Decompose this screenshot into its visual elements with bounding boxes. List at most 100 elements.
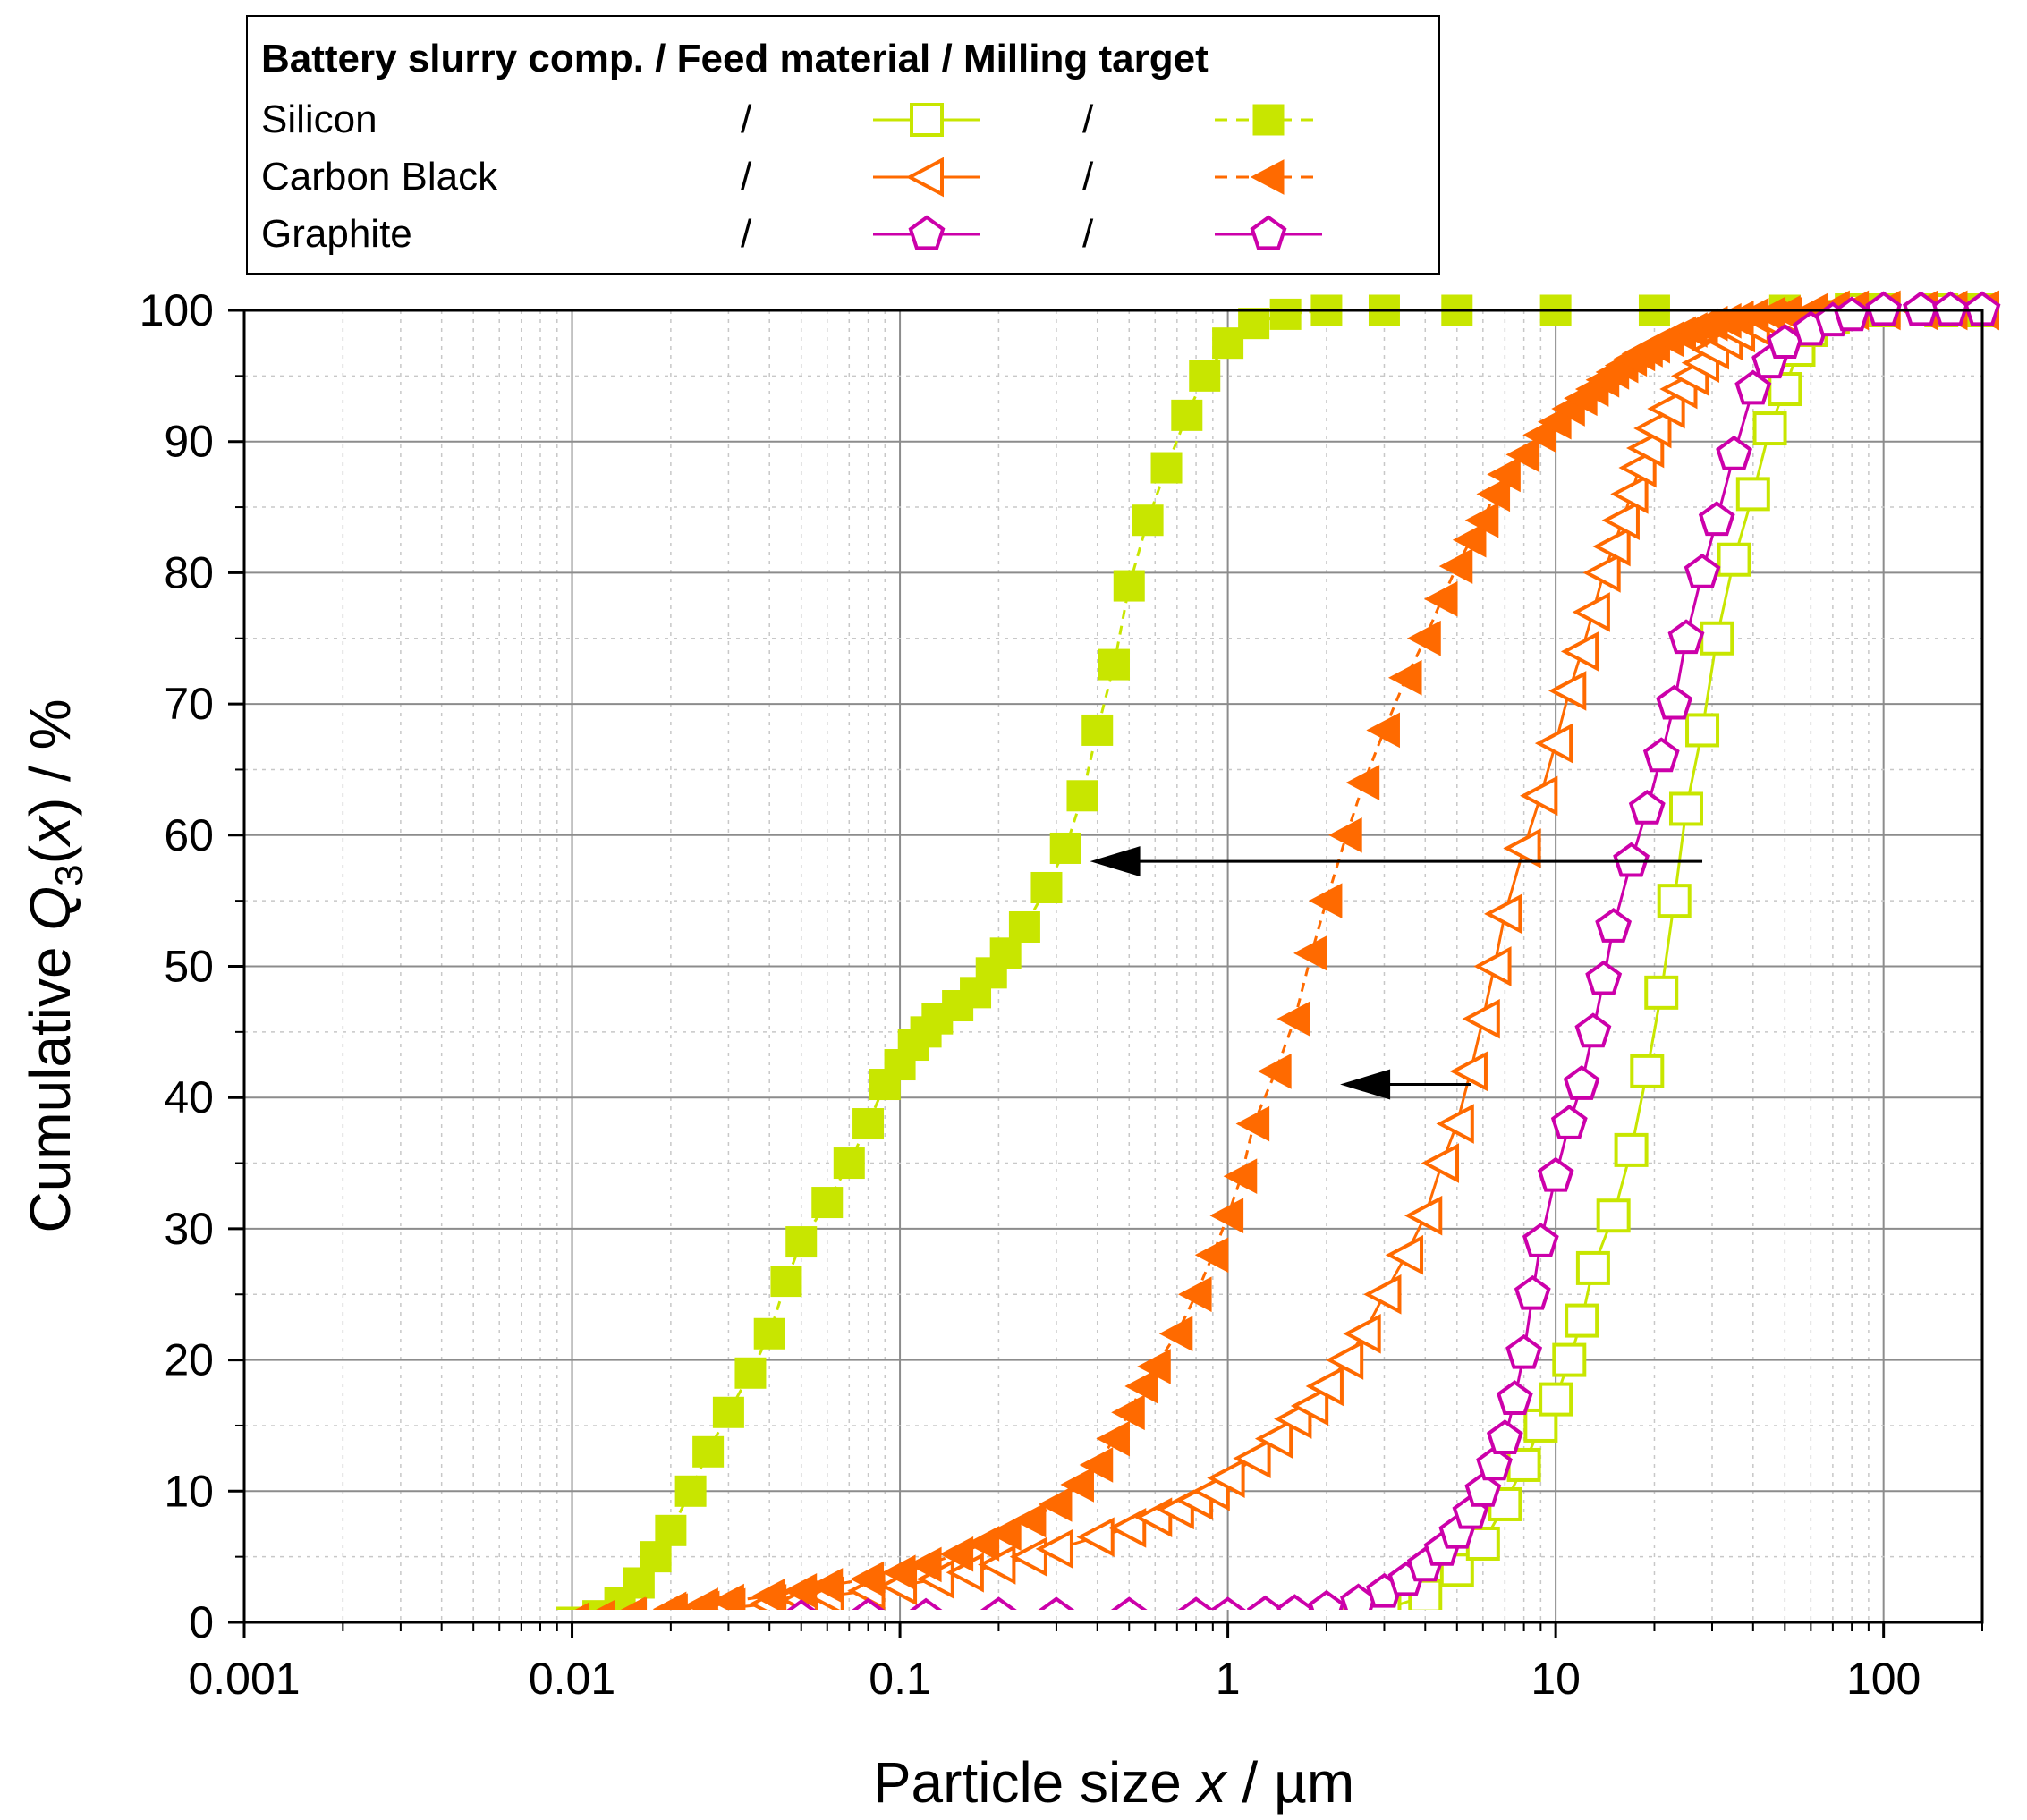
y-axis-title-q: Q (18, 886, 82, 931)
y-axis-title: Cumulative Q3(x) / % (18, 698, 91, 1232)
x-axis-title-unit: / µm (1226, 1750, 1355, 1815)
data-point-carbon-black-milling-target (1111, 1394, 1145, 1431)
data-point-silicon-milling-target (674, 1475, 707, 1507)
legend-sample-graphite-target (1215, 215, 1322, 250)
data-point-carbon-black-feed-material (1343, 1313, 1381, 1354)
data-point-silicon-feed-material (1614, 1132, 1649, 1167)
data-point-carbon-black-milling-target (596, 1600, 615, 1610)
data-point-silicon-milling-target (1081, 714, 1114, 746)
y-tick-label: 90 (164, 417, 214, 467)
data-point-graphite-feed-material (1698, 501, 1735, 537)
data-point-carbon-black-milling-target (1038, 1486, 1073, 1522)
arrow-head (1090, 846, 1141, 877)
data-point-carbon-black-feed-material (1363, 1274, 1402, 1315)
data-point-graphite-feed-material (1486, 1419, 1523, 1454)
data-point-carbon-black-feed-material (1610, 474, 1649, 514)
data-point-carbon-black-feed-material (1107, 1508, 1147, 1548)
legend-sample-silicon-target (1215, 104, 1322, 136)
data-point-carbon-black-milling-target (1476, 476, 1511, 512)
data-point-silicon-milling-target (1171, 399, 1203, 431)
legend-separator-graphite-1: / (741, 212, 752, 256)
y-axis-title-open-paren: ( (18, 845, 82, 864)
axis-tick-labels: 0.001 0.01 0.1 1 10 100 0 10 20 30 40 50 60 70 80 90 100 (140, 285, 1921, 1704)
data-point-carbon-black-milling-target (1194, 1237, 1229, 1274)
data-point-graphite-feed-material (909, 1597, 943, 1610)
data-point-silicon-feed-material (1717, 542, 1751, 577)
series-layer (556, 290, 2001, 1610)
data-point-carbon-black-feed-material (1572, 592, 1610, 632)
data-point-carbon-black-milling-target (710, 1583, 744, 1610)
legend-sample-marker (1250, 159, 1285, 195)
legend-label-carbon-black: Carbon Black (261, 155, 498, 199)
data-point-silicon-milling-target (640, 1541, 672, 1573)
data-point-silicon-feed-material (1506, 1447, 1541, 1482)
data-point-carbon-black-milling-target (988, 1515, 1022, 1552)
data-point-silicon-milling-target (1132, 504, 1164, 537)
data-point-carbon-black-milling-target (965, 1526, 1000, 1562)
data-point-graphite-feed-material (1514, 1274, 1551, 1310)
data-point-silicon-milling-target (1030, 871, 1063, 903)
data-point-silicon-milling-target (1113, 570, 1145, 602)
y-tick-label: 80 (164, 547, 214, 597)
y-axis-title-subscript: 3 (47, 864, 91, 885)
data-point-graphite-feed-material (786, 1599, 817, 1610)
arrow-head (1340, 1069, 1391, 1100)
data-point-carbon-black-feed-material (1582, 553, 1621, 593)
annotation-arrow (1090, 846, 1703, 877)
data-point-carbon-black-milling-target (809, 1568, 844, 1604)
data-point-carbon-black-feed-material (1560, 631, 1599, 672)
y-axis-title-variable: x (18, 815, 82, 848)
data-point-graphite-feed-material (1734, 369, 1772, 405)
plot-frame (242, 309, 1984, 1624)
data-point-silicon-milling-target (712, 1396, 744, 1428)
data-point-carbon-black-milling-target (1158, 1316, 1193, 1352)
data-point-silicon-milling-target (655, 1514, 687, 1546)
legend-separator-silicon-2: / (1082, 97, 1094, 141)
data-point-carbon-black-milling-target (1235, 1105, 1270, 1142)
data-point-graphite-feed-material (1932, 291, 1969, 326)
data-point-graphite-feed-material (1505, 1333, 1543, 1369)
data-point-silicon-feed-material (1596, 1198, 1631, 1233)
legend-sample-marker (1252, 104, 1285, 136)
data-point-silicon-milling-target (1150, 452, 1183, 484)
data-point-carbon-black-feed-material (1254, 1418, 1293, 1459)
data-point-silicon-feed-material (1768, 372, 1802, 407)
data-point-carbon-black-milling-target (783, 1572, 818, 1609)
data-point-silicon-feed-material (1630, 1054, 1665, 1088)
data-point-graphite-feed-material (1716, 435, 1752, 470)
x-tick-label: 0.001 (188, 1654, 300, 1704)
data-point-silicon-milling-target (1008, 910, 1040, 943)
data-point-silicon-milling-target (770, 1266, 802, 1298)
data-point-carbon-black-milling-target (1293, 935, 1327, 971)
legend-header: Battery slurry comp. / Feed material / M… (261, 37, 1209, 80)
data-point-graphite-feed-material (1574, 1012, 1612, 1048)
data-point-carbon-black-feed-material (1618, 447, 1657, 488)
series-graphite-feed-material (786, 291, 2001, 1610)
data-point-graphite-feed-material (1177, 1596, 1215, 1610)
data-point-graphite-feed-material (1684, 553, 1721, 588)
data-point-carbon-black-milling-target (1223, 1158, 1258, 1195)
data-point-silicon-milling-target (852, 1108, 885, 1140)
data-point-silicon-milling-target (1189, 360, 1221, 392)
data-point-graphite-feed-material (1038, 1596, 1075, 1610)
data-point-graphite-feed-material (1537, 1156, 1574, 1192)
legend-sample-graphite-feed (873, 215, 980, 250)
data-point-silicon-milling-target (692, 1435, 725, 1468)
data-point-carbon-black-feed-material (1647, 388, 1685, 429)
data-point-graphite-feed-material (1464, 1471, 1502, 1507)
data-point-carbon-black-feed-material (1404, 1195, 1443, 1236)
data-point-carbon-black-feed-material (1325, 1340, 1364, 1380)
data-point-carbon-black-feed-material (1421, 1143, 1460, 1183)
data-point-carbon-black-milling-target (1178, 1276, 1212, 1313)
data-point-carbon-black-feed-material (1633, 408, 1672, 449)
data-point-silicon-feed-material (1685, 713, 1720, 748)
data-point-carbon-black-milling-target (1096, 1420, 1130, 1457)
data-point-carbon-black-milling-target (1464, 502, 1499, 538)
data-point-graphite-feed-material (1628, 790, 1666, 825)
data-point-carbon-black-feed-material (1484, 893, 1522, 935)
data-point-carbon-black-milling-target (1308, 883, 1343, 918)
data-point-carbon-black-feed-material (1233, 1438, 1271, 1478)
data-point-carbon-black-milling-target (684, 1587, 718, 1610)
x-axis-title: Particle size x / µm (873, 1750, 1354, 1815)
data-point-carbon-black-milling-target (908, 1546, 942, 1583)
